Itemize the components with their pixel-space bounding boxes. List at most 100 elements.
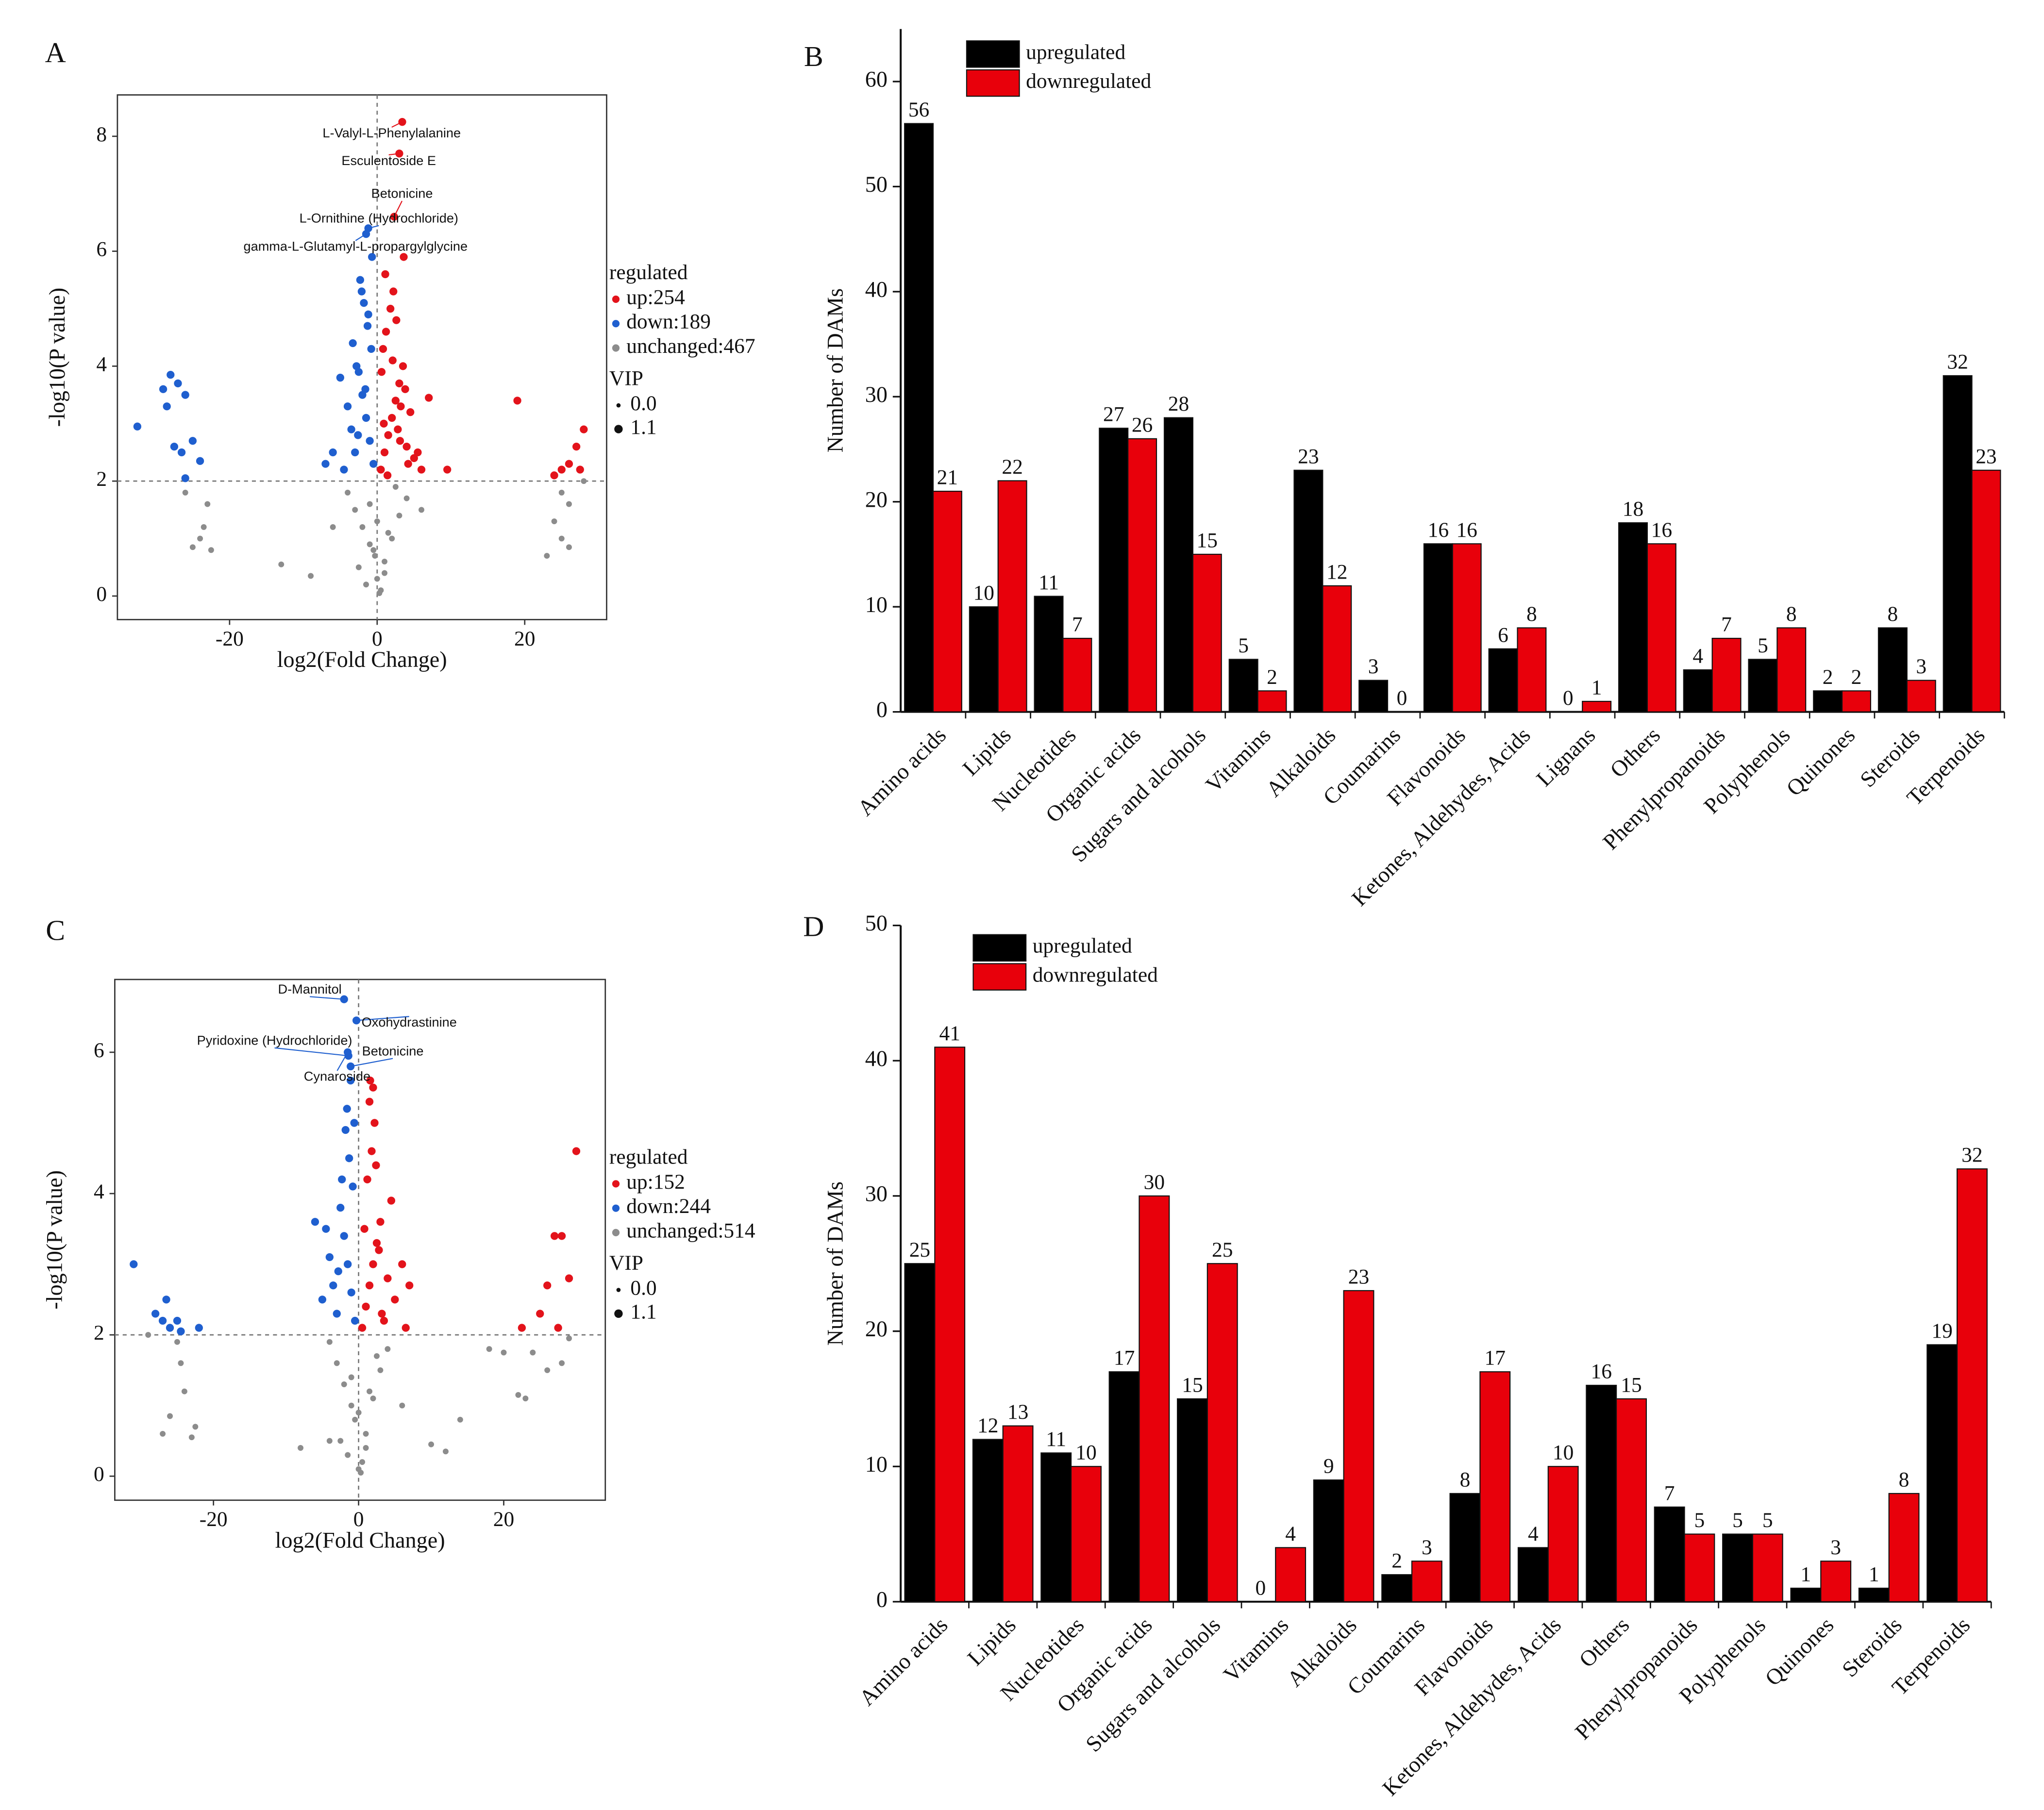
legend-label: down:244 bbox=[626, 1195, 711, 1218]
x-tick-label: 0 bbox=[372, 627, 383, 650]
legend-swatch bbox=[966, 69, 1020, 97]
bar bbox=[1423, 543, 1453, 713]
data-point bbox=[513, 397, 521, 405]
data-point bbox=[392, 484, 399, 490]
data-point bbox=[377, 368, 386, 376]
bar bbox=[1062, 638, 1092, 713]
bar bbox=[1452, 543, 1482, 713]
value-label: 17 bbox=[1485, 1346, 1506, 1370]
annotation-leader bbox=[356, 1016, 409, 1021]
data-point bbox=[536, 1310, 544, 1318]
data-point bbox=[572, 442, 581, 451]
data-point bbox=[544, 553, 550, 559]
data-point bbox=[208, 547, 214, 553]
data-point bbox=[367, 541, 373, 548]
legend-swatch bbox=[972, 934, 1027, 962]
data-point bbox=[554, 1324, 562, 1332]
data-point bbox=[362, 1302, 370, 1311]
data-point bbox=[419, 507, 424, 513]
data-point bbox=[362, 414, 370, 422]
data-point bbox=[399, 362, 407, 370]
data-point bbox=[356, 276, 365, 284]
bar bbox=[1070, 1466, 1102, 1602]
annotation-leader bbox=[355, 233, 367, 241]
data-point bbox=[363, 1430, 369, 1437]
data-point bbox=[414, 448, 422, 457]
value-label: 1 bbox=[1869, 1563, 1879, 1586]
data-point bbox=[369, 1260, 377, 1268]
data-point bbox=[160, 1430, 166, 1437]
size-legend-label: 1.1 bbox=[630, 1300, 656, 1323]
data-point bbox=[349, 339, 357, 348]
data-point bbox=[322, 1225, 330, 1233]
value-label: 4 bbox=[1285, 1522, 1296, 1545]
data-point bbox=[337, 1438, 344, 1444]
data-point bbox=[278, 561, 285, 567]
data-point bbox=[518, 1324, 526, 1332]
data-point bbox=[530, 1349, 536, 1356]
x-tick-label: -20 bbox=[216, 627, 244, 650]
annotation: D-Mannitol bbox=[278, 981, 341, 996]
bar bbox=[1139, 1195, 1170, 1602]
annotation: Esculentoside E bbox=[341, 153, 436, 168]
value-label: 2 bbox=[1267, 665, 1277, 689]
bar bbox=[1163, 417, 1193, 713]
bar bbox=[1228, 659, 1258, 713]
data-point bbox=[396, 437, 404, 445]
data-point bbox=[391, 1295, 399, 1304]
annotation: L-Ornithine (Hydrochloride) bbox=[300, 210, 458, 225]
data-point bbox=[380, 448, 389, 457]
bar bbox=[1343, 1290, 1374, 1602]
legend-label: up:152 bbox=[626, 1170, 685, 1194]
data-point bbox=[398, 1260, 406, 1268]
y-tick-label: 0 bbox=[876, 1587, 888, 1611]
bar bbox=[1684, 1533, 1715, 1602]
data-point bbox=[410, 454, 418, 462]
bar bbox=[1176, 1398, 1208, 1602]
data-point bbox=[130, 1260, 138, 1268]
x-tick-label: 20 bbox=[514, 627, 535, 650]
data-point bbox=[158, 1316, 167, 1325]
data-point bbox=[382, 558, 387, 565]
data-point bbox=[443, 465, 452, 474]
legend-title: regulated bbox=[609, 261, 688, 284]
y-tick-label: 30 bbox=[865, 382, 888, 407]
bar bbox=[934, 1046, 966, 1602]
data-point bbox=[382, 570, 387, 576]
value-label: 23 bbox=[1348, 1265, 1369, 1288]
x-tick-label: Steroids bbox=[1837, 1612, 1907, 1682]
bar bbox=[1293, 469, 1324, 713]
data-point bbox=[385, 530, 391, 536]
y-tick-label: 20 bbox=[865, 487, 888, 512]
y-tick-label: 10 bbox=[865, 592, 888, 617]
data-point bbox=[392, 316, 401, 324]
data-point bbox=[357, 287, 366, 296]
y-tick-label: 50 bbox=[865, 911, 888, 935]
data-point bbox=[363, 1445, 369, 1451]
y-tick-label: 10 bbox=[865, 1452, 888, 1477]
data-point bbox=[321, 460, 330, 468]
bar bbox=[1841, 690, 1872, 713]
legend-label: unchanged:514 bbox=[626, 1219, 755, 1242]
bar bbox=[1275, 1547, 1307, 1602]
annotation-leader bbox=[368, 225, 379, 229]
data-point bbox=[388, 356, 397, 365]
data-point bbox=[363, 581, 369, 588]
value-label: 10 bbox=[1553, 1441, 1574, 1464]
bar bbox=[1040, 1452, 1072, 1602]
annotation: Betonicine bbox=[371, 186, 433, 201]
data-point bbox=[369, 460, 378, 468]
legend-marker bbox=[612, 295, 620, 303]
y-tick-label: 2 bbox=[96, 467, 107, 491]
data-point bbox=[386, 304, 395, 313]
data-point bbox=[558, 489, 565, 496]
data-point bbox=[344, 1048, 352, 1057]
value-label: 10 bbox=[973, 581, 994, 605]
data-point bbox=[145, 1332, 151, 1338]
y-axis-label: Number of DAMs bbox=[822, 1181, 847, 1345]
annotation: gamma-L-Glutamyl-L-propargylglycine bbox=[244, 238, 468, 253]
data-point bbox=[363, 1175, 371, 1184]
data-point bbox=[402, 442, 411, 451]
data-point bbox=[358, 1324, 367, 1332]
